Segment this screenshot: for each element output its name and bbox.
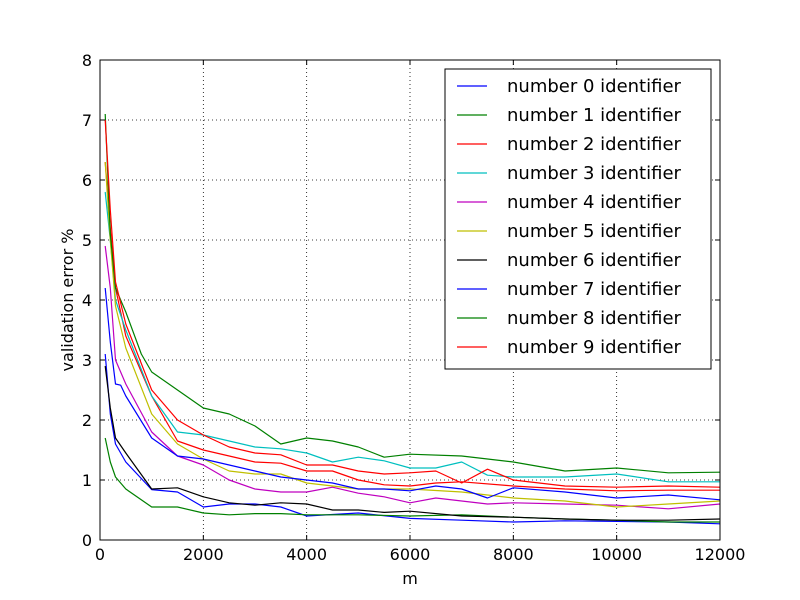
plot-series — [104, 113, 721, 525]
y-tick-label: 0 — [82, 531, 92, 550]
series-line-2 — [104, 161, 720, 492]
legend-entry: number 8 identifier — [507, 308, 682, 329]
legend-entry: number 6 identifier — [507, 250, 682, 271]
series-line-4 — [104, 245, 721, 510]
legend-entry: number 0 identifier — [507, 76, 682, 97]
legend-entry: number 1 identifier — [507, 105, 682, 126]
y-tick-label: 4 — [82, 291, 92, 310]
series-line-7 — [104, 287, 721, 501]
x-tick-label: 10000 — [591, 545, 642, 564]
x-tick-label: 2000 — [183, 545, 224, 564]
series-line-5 — [104, 161, 721, 508]
y-tick-label: 7 — [82, 111, 92, 130]
y-tick-label: 5 — [82, 231, 92, 250]
axis-ticks: 0 2000 4000 6000 8000 10000 12000 0 1 2 3 4 5 6 7 8 — [82, 51, 746, 564]
y-tick-label: 3 — [82, 351, 92, 370]
legend-entry: number 7 identifier — [507, 279, 682, 300]
legend: number 0 identifier number 1 identifier nu… — [444, 68, 712, 370]
series-line-6 — [104, 365, 721, 521]
x-tick-label: 0 — [95, 545, 105, 564]
y-tick-label: 6 — [82, 171, 92, 190]
legend-entry: number 3 identifier — [507, 163, 682, 184]
y-tick-label: 1 — [82, 471, 92, 490]
legend-entry: number 4 identifier — [507, 192, 682, 213]
legend-entry: number 5 identifier — [507, 221, 682, 242]
y-axis-label: validation error % — [58, 229, 77, 372]
legend-entry: number 2 identifier — [507, 134, 682, 155]
x-tick-label: 4000 — [286, 545, 327, 564]
series-line-9 — [104, 119, 721, 488]
series-line-0 — [104, 353, 721, 525]
y-tick-label: 2 — [82, 411, 92, 430]
series-line-3 — [104, 191, 720, 483]
legend-entry: number 9 identifier — [507, 337, 682, 358]
x-tick-label: 12000 — [695, 545, 746, 564]
x-axis-label: m — [402, 569, 418, 588]
y-tick-label: 8 — [82, 51, 92, 70]
x-tick-label: 8000 — [493, 545, 534, 564]
series-line-8 — [104, 113, 721, 474]
legend-box — [444, 68, 712, 370]
x-tick-label: 6000 — [390, 545, 431, 564]
